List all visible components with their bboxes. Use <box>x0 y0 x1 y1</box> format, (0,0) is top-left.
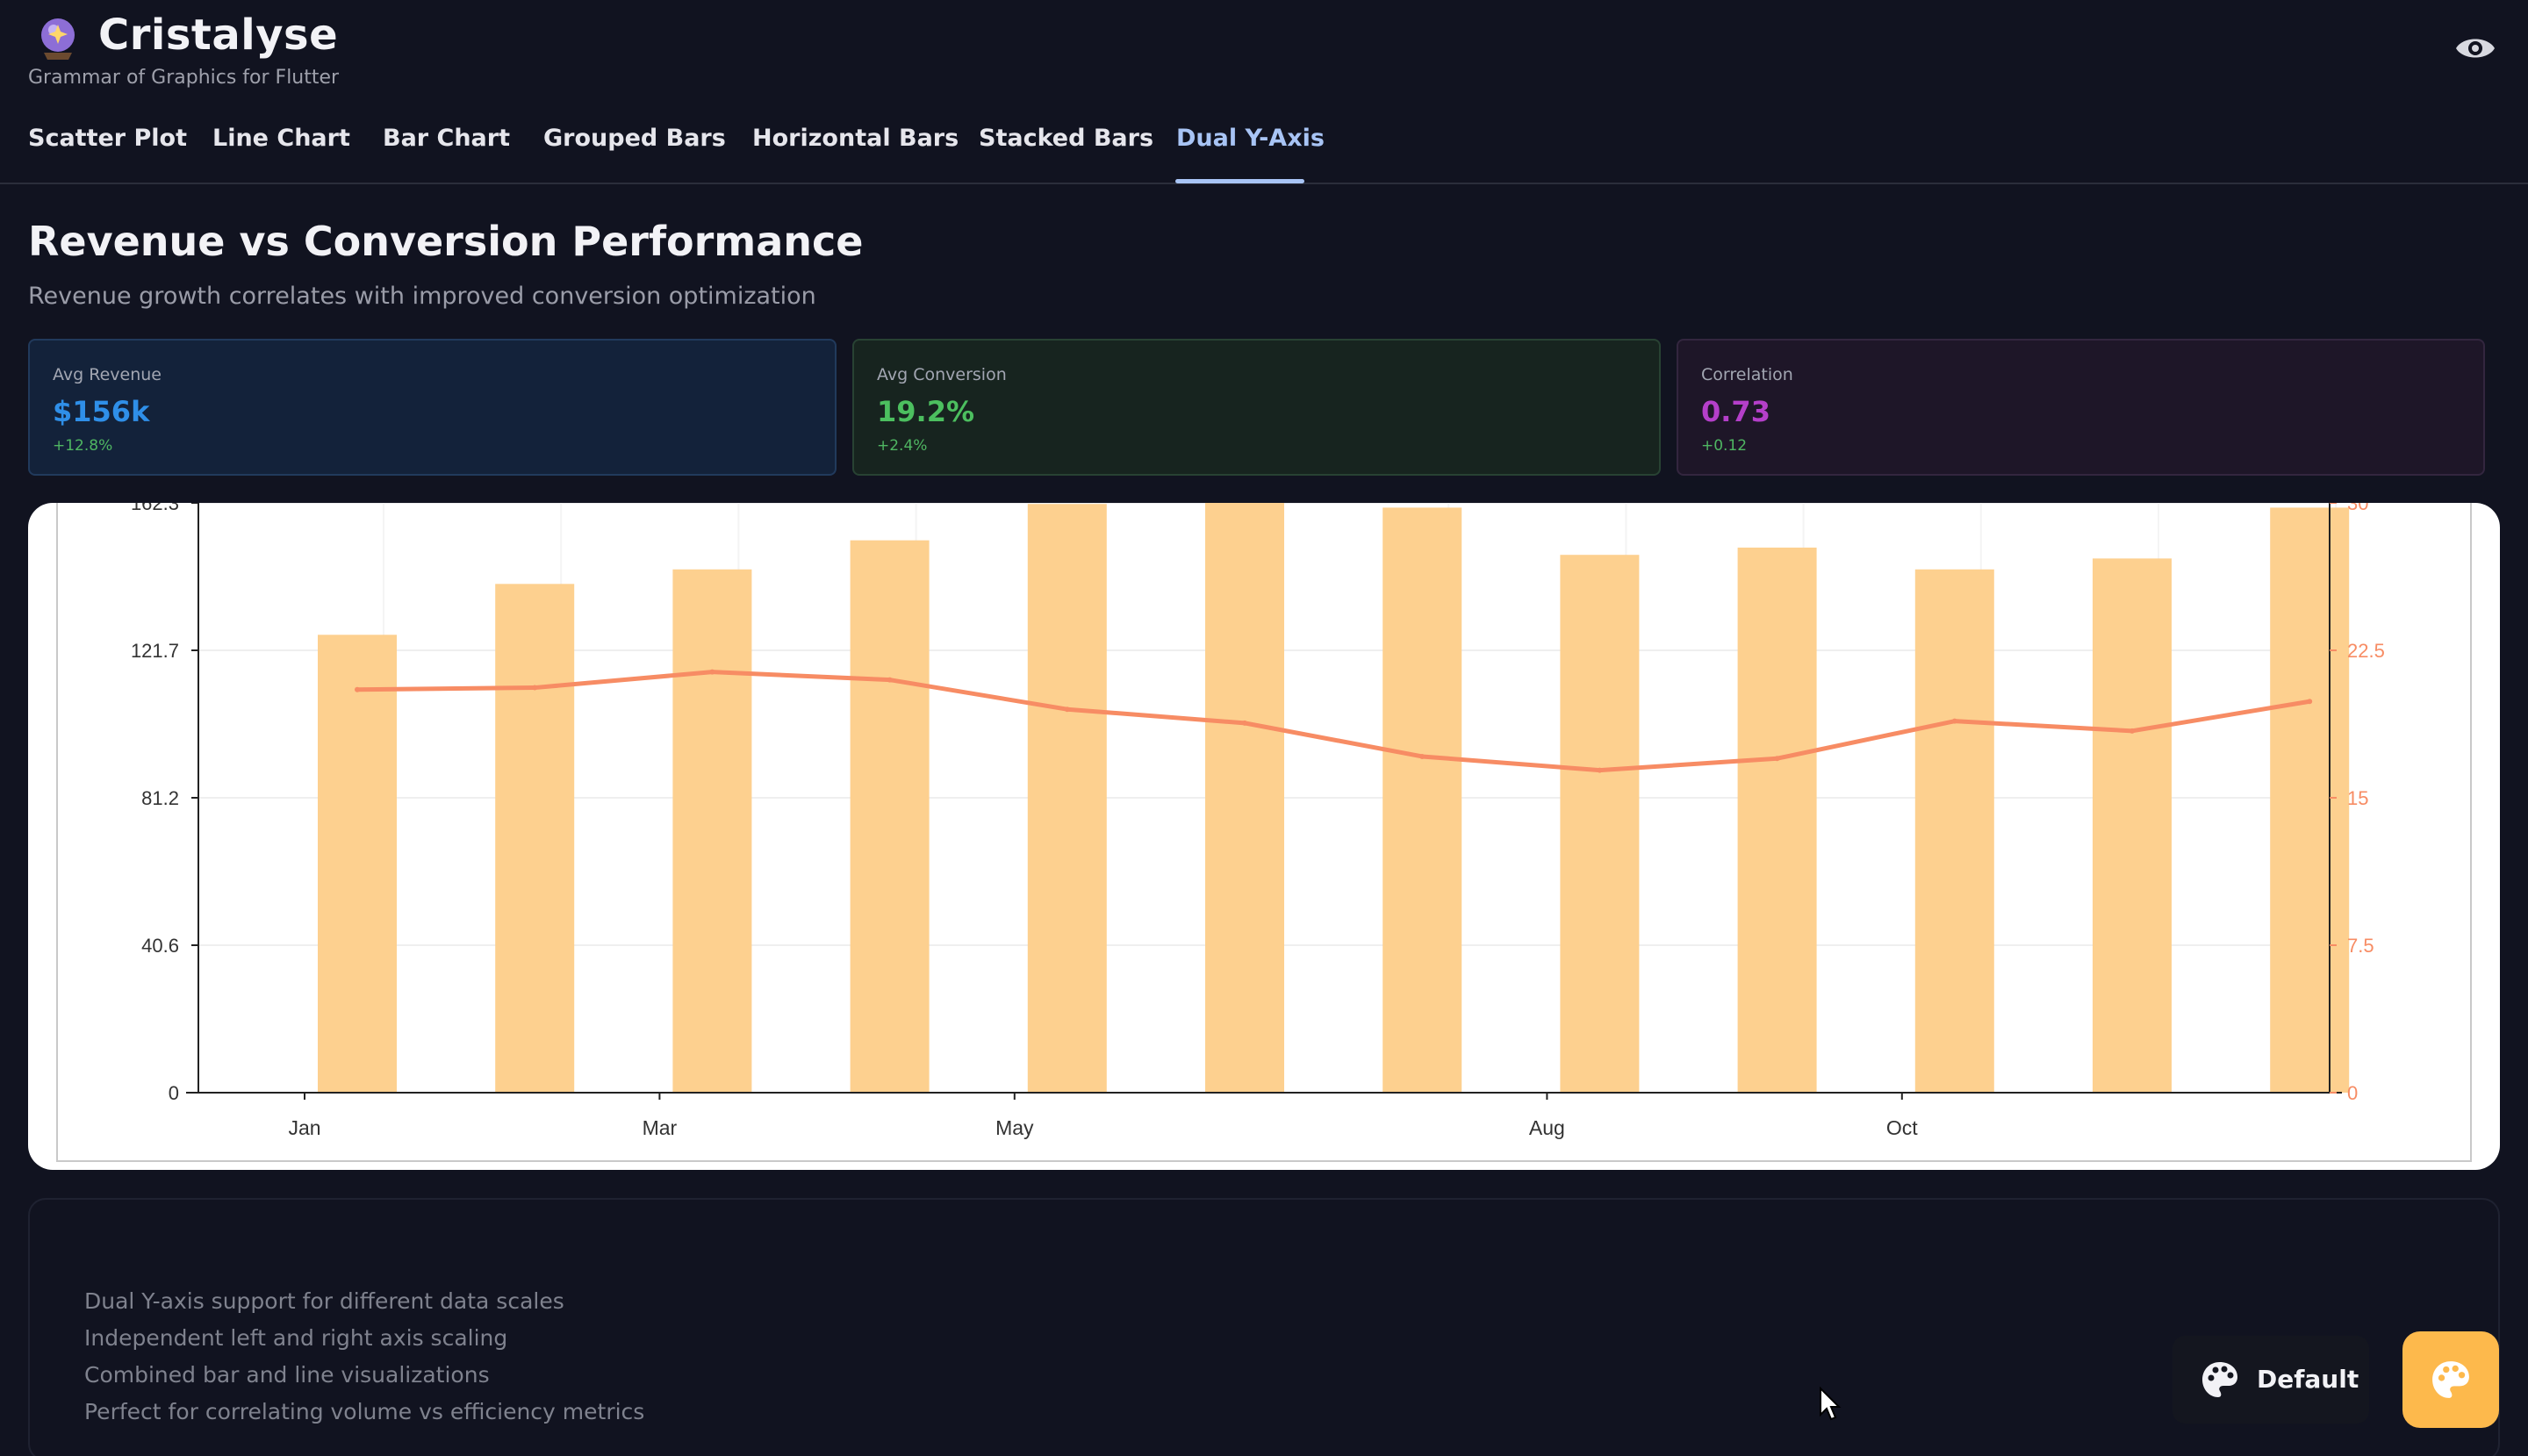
bar-jun <box>1205 503 1284 1093</box>
stat-label: Avg Revenue <box>53 365 162 384</box>
stat-card-avg-revenue: Avg Revenue $156k +12.8% <box>28 339 837 476</box>
tab-grouped-bars[interactable]: Grouped Bars <box>543 125 726 152</box>
app-title: Cristalyse <box>98 11 339 60</box>
conversion-point-apr <box>887 677 893 683</box>
mouse-cursor-icon <box>1820 1387 1842 1421</box>
right-axis-tick-label: 22.5 <box>2347 640 2385 662</box>
bar-apr <box>850 540 930 1093</box>
stat-label: Correlation <box>1701 365 1793 384</box>
tab-dual-y-axis[interactable]: Dual Y-Axis <box>1176 125 1325 152</box>
stat-label: Avg Conversion <box>877 365 1007 384</box>
stat-delta: +12.8% <box>53 437 113 455</box>
bar-may <box>1027 504 1107 1093</box>
conversion-point-jul <box>1419 753 1426 759</box>
conversion-point-jan <box>355 686 360 692</box>
right-axis-tick-label: 7.5 <box>2347 935 2374 957</box>
stat-value: 19.2% <box>877 395 975 428</box>
page-title: Revenue vs Conversion Performance <box>28 218 864 265</box>
page-subtitle: Revenue growth correlates with improved … <box>28 283 816 310</box>
chart-type-tabs: Scatter Plot Line Chart Bar Chart Groupe… <box>0 114 2528 184</box>
feature-item: Perfect for correlating volume vs effici… <box>84 1399 645 1424</box>
theme-fab-button[interactable] <box>2402 1331 2499 1428</box>
stat-card-avg-conversion: Avg Conversion 19.2% +2.4% <box>852 339 1661 476</box>
crystal-ball-icon <box>41 18 75 60</box>
dual-axis-chart[interactable]: 0 40.6 81.2 121.7 162.3 0 7.5 15 22.5 30 Jan Mar May… <box>28 503 2500 1170</box>
bar-feb <box>495 584 575 1093</box>
conversion-point-feb <box>532 685 538 691</box>
feature-item: Dual Y-axis support for different data s… <box>84 1288 564 1314</box>
right-axis-tick-label: 0 <box>2347 1082 2358 1104</box>
tab-bar-chart[interactable]: Bar Chart <box>383 125 510 152</box>
left-axis-tick-label: 40.6 <box>141 935 179 957</box>
stat-value: 0.73 <box>1701 395 1770 428</box>
conversion-point-dec <box>2307 699 2313 705</box>
conversion-point-mar <box>709 669 715 675</box>
left-axis-tick-label: 162.3 <box>131 503 179 514</box>
conversion-point-aug <box>1597 767 1603 773</box>
feature-item: Independent left and right axis scaling <box>84 1325 508 1351</box>
conversion-point-may <box>1064 706 1070 713</box>
stat-delta: +0.12 <box>1701 437 1748 455</box>
bar-dec <box>2270 507 2350 1093</box>
left-axis-tick-label: 121.7 <box>131 640 179 662</box>
eye-icon[interactable] <box>2454 33 2496 63</box>
bar-mar <box>672 569 752 1093</box>
x-axis-tick-label: Mar <box>643 1116 678 1139</box>
bar-nov <box>2093 558 2172 1093</box>
conversion-point-nov <box>2129 728 2135 734</box>
stat-card-correlation: Correlation 0.73 +0.12 <box>1677 339 2485 476</box>
x-axis-tick-label: Jan <box>288 1116 320 1139</box>
conversion-point-oct <box>1951 718 1957 724</box>
theme-selector[interactable]: Default <box>2172 1336 2369 1424</box>
feature-item: Combined bar and line visualizations <box>84 1362 490 1388</box>
tab-horizontal-bars[interactable]: Horizontal Bars <box>752 125 959 152</box>
stat-value: $156k <box>53 395 150 428</box>
x-axis-tick-label: May <box>995 1116 1034 1139</box>
bar-jan <box>318 635 397 1093</box>
tab-line-chart[interactable]: Line Chart <box>212 125 350 152</box>
chart-frame <box>56 503 2472 1162</box>
active-tab-indicator <box>1175 179 1304 183</box>
conversion-point-sep <box>1774 756 1780 762</box>
theme-label: Default <box>2257 1365 2359 1394</box>
bar-aug <box>1560 555 1640 1093</box>
right-axis-tick-label: 30 <box>2347 503 2368 514</box>
right-axis-tick-label: 15 <box>2347 787 2368 809</box>
dual-axis-chart-card[interactable]: 0 40.6 81.2 121.7 162.3 0 7.5 15 22.5 30 Jan Mar May… <box>28 503 2500 1170</box>
x-axis-tick-label: Oct <box>1886 1116 1918 1139</box>
left-axis-tick-label: 0 <box>169 1082 179 1104</box>
conversion-line <box>355 670 2312 773</box>
tab-scatter-plot[interactable]: Scatter Plot <box>28 125 188 152</box>
palette-icon <box>2432 1361 2469 1398</box>
conversion-point-jun <box>1242 720 1247 726</box>
features-card: Dual Y-axis support for different data s… <box>28 1198 2500 1456</box>
palette-icon <box>2202 1362 2237 1397</box>
left-axis-tick-label: 81.2 <box>141 787 179 809</box>
bar-jul <box>1382 507 1462 1093</box>
x-axis-tick-label: Aug <box>1529 1116 1565 1139</box>
bar-oct <box>1914 569 1994 1093</box>
app-header: Cristalyse Grammar of Graphics for Flutt… <box>0 0 2528 184</box>
tab-stacked-bars[interactable]: Stacked Bars <box>979 125 1154 152</box>
app-subtitle: Grammar of Graphics for Flutter <box>28 67 340 89</box>
bar-sep <box>1737 547 1817 1093</box>
stat-delta: +2.4% <box>877 437 928 455</box>
